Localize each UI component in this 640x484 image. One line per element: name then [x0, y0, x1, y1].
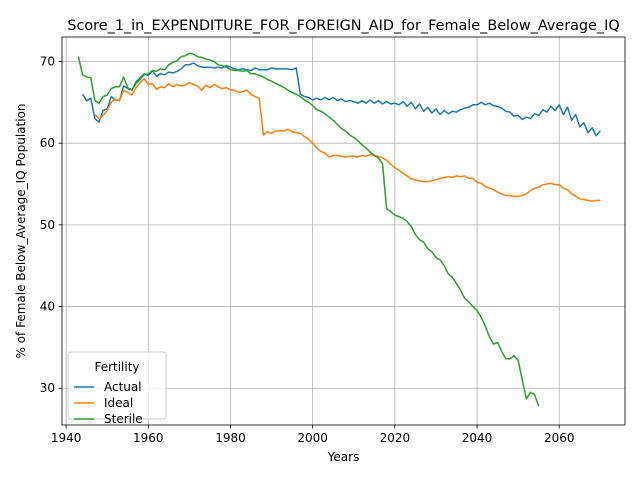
series-line-sterile: [77, 52, 540, 407]
y-tick-label: 30: [40, 381, 55, 395]
x-tick-label: 2040: [462, 431, 493, 445]
legend-title: Fertility: [94, 360, 139, 374]
chart-title: Score_1_in_EXPENDITURE_FOR_FOREIGN_AID_f…: [67, 18, 619, 34]
axis-ticks: 1940 1960 1980 2000 2020 2040 2060 30 40 50 60 70: [40, 55, 575, 445]
x-tick-label: 2060: [544, 431, 575, 445]
series-lines: [77, 52, 601, 407]
x-tick-label: 2020: [380, 431, 411, 445]
series-line-actual: [81, 62, 601, 137]
y-tick-label: 50: [40, 218, 55, 232]
legend-label-ideal: Ideal: [104, 396, 133, 410]
legend-items: Actual Ideal Sterile: [74, 380, 143, 426]
x-tick-label: 1940: [51, 431, 82, 445]
legend: Fertility Actual Ideal Sterile: [67, 351, 167, 426]
legend-label-sterile: Sterile: [104, 412, 143, 426]
y-tick-label: 40: [40, 300, 55, 314]
series-line-ideal: [94, 77, 601, 202]
y-tick-label: 70: [40, 55, 55, 69]
plot-frame: [61, 36, 626, 426]
x-tick-label: 1980: [215, 431, 246, 445]
x-tick-label: 1960: [133, 431, 164, 445]
x-tick-label: 2000: [297, 431, 328, 445]
y-axis-label: % of Female Below_Average_IQ Population: [14, 103, 28, 358]
y-tick-label: 60: [40, 136, 55, 150]
legend-label-actual: Actual: [104, 380, 142, 394]
x-axis-label: Years: [327, 450, 360, 464]
